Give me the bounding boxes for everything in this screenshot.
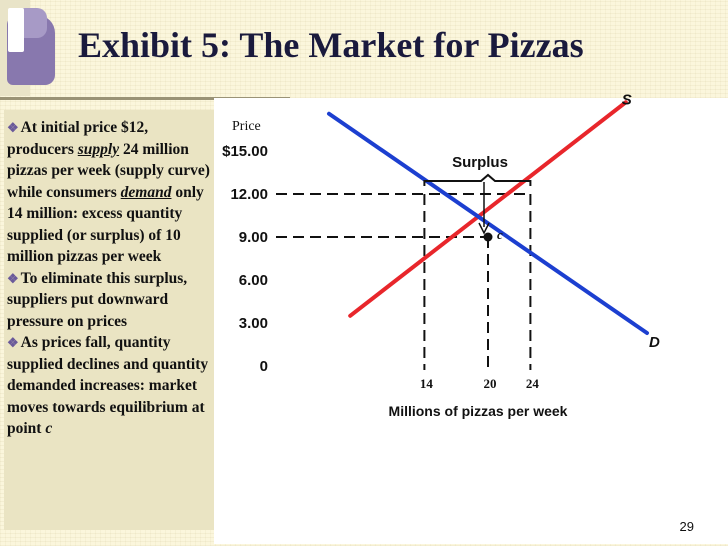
y-tick-label: 6.00 <box>239 272 268 289</box>
surplus-arrow-head <box>478 222 490 235</box>
bullet-diamond-icon: ❖ <box>7 120 19 135</box>
bullet-text: At initial price $12, producers <box>7 119 149 158</box>
y-tick-label: 12.00 <box>230 186 268 203</box>
slide-title: Exhibit 5: The Market for Pizzas <box>78 25 584 65</box>
equilibrium-label: c <box>497 227 503 242</box>
bullet-text: supply <box>77 140 120 158</box>
y-tick-label: 3.00 <box>239 315 268 332</box>
corner-tab-shape <box>8 8 24 52</box>
y-tick-label: 0 <box>260 358 268 375</box>
chart-panel <box>214 98 728 544</box>
supply-curve-label: S <box>622 91 632 108</box>
bullet-text: To eliminate this surplus, suppliers put… <box>7 269 188 330</box>
bullet-text: demand <box>120 183 172 201</box>
x-tick-label: 14 <box>420 376 434 391</box>
x-tick-label: 24 <box>526 376 540 391</box>
bullet-item: ❖ As prices fall, quantity supplied decli… <box>7 332 213 440</box>
bullet-list: ❖ At initial price $12, producers supply … <box>7 117 213 440</box>
demand-curve-label: D <box>649 334 660 351</box>
supply-curve <box>348 100 628 318</box>
bullet-item: ❖ To eliminate this surplus, suppliers pu… <box>7 268 213 333</box>
y-tick-label: $15.00 <box>222 143 268 160</box>
y-tick-label: 9.00 <box>239 229 268 246</box>
corner-decoration <box>0 0 55 96</box>
surplus-label: Surplus <box>452 154 508 171</box>
title-underline-rule <box>0 97 290 100</box>
x-axis-label: Millions of pizzas per week <box>389 403 568 419</box>
page-number: 29 <box>679 519 694 534</box>
surplus-bracket <box>423 173 532 186</box>
text-panel <box>4 110 216 530</box>
bullet-diamond-icon: ❖ <box>7 335 19 350</box>
bullet-text: c <box>45 420 53 437</box>
bullet-text: As prices fall, quantity supplied declin… <box>7 334 209 437</box>
bullet-text: 24 million pizzas per week (supply curve… <box>7 140 210 201</box>
bullet-diamond-icon: ❖ <box>7 270 19 286</box>
bullet-item: ❖ At initial price $12, producers supply … <box>7 117 213 268</box>
equilibrium-point <box>483 232 493 242</box>
bullet-text: only 14 million: excess quantity supplie… <box>7 183 204 266</box>
y-axis-label: Price <box>232 119 261 134</box>
x-tick-label: 20 <box>484 376 497 391</box>
